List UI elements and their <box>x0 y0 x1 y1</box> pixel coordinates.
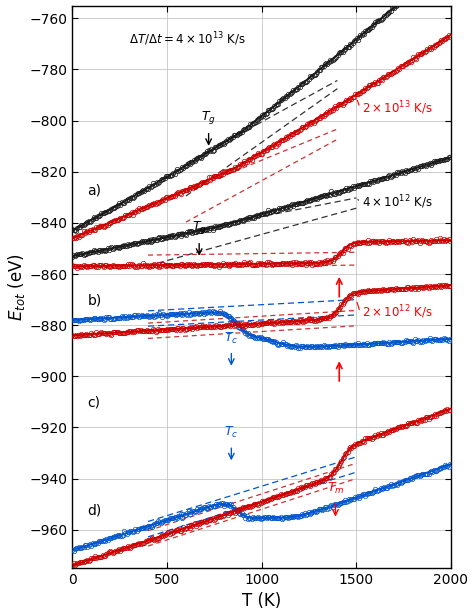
Text: $T_g$: $T_g$ <box>201 108 216 126</box>
Text: $2\times10^{12}$ K/s: $2\times10^{12}$ K/s <box>362 304 433 321</box>
Text: b): b) <box>88 294 102 307</box>
Text: d): d) <box>88 503 102 517</box>
Text: $\Delta T/\Delta t = 4\times10^{13}$ K/s: $\Delta T/\Delta t = 4\times10^{13}$ K/s <box>129 30 246 47</box>
Text: c): c) <box>88 396 100 410</box>
Text: $T_c$: $T_c$ <box>224 425 238 440</box>
Text: a): a) <box>88 184 101 198</box>
Text: $T_c$: $T_c$ <box>224 331 238 346</box>
X-axis label: T (K): T (K) <box>242 593 281 610</box>
Text: $T_g$: $T_g$ <box>191 219 207 236</box>
Y-axis label: $E_{tot}$ (eV): $E_{tot}$ (eV) <box>6 253 27 321</box>
Text: $T_m$: $T_m$ <box>327 481 344 496</box>
Text: $4\times10^{12}$ K/s: $4\times10^{12}$ K/s <box>362 193 433 211</box>
Text: $2\times10^{13}$ K/s: $2\times10^{13}$ K/s <box>362 99 433 116</box>
